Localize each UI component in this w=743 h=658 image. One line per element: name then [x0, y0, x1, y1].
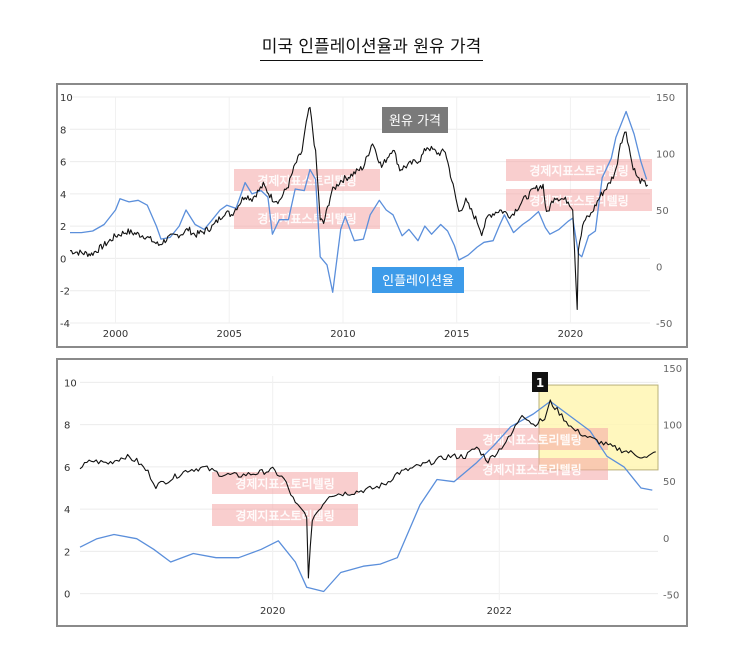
watermark: 경제지표스토리텔링: [506, 159, 652, 181]
y-left-tick-label: 4: [60, 190, 66, 201]
y-left-tick-label: -2: [60, 287, 70, 298]
y-left-tick-label: 4: [64, 505, 70, 516]
y-right-tick-label: 100: [663, 421, 682, 432]
y-right-tick-label: 150: [663, 364, 682, 375]
badge-bg: [532, 372, 548, 392]
inflation-line: [79, 400, 653, 593]
watermark-box: [506, 159, 652, 181]
x-tick-label: 2020: [558, 329, 583, 340]
inflation-label-bg: [372, 267, 464, 293]
watermark: 경제지표스토리텔링: [456, 428, 608, 450]
x-tick-label: 2022: [487, 606, 512, 617]
watermark-text: 경제지표스토리텔링: [235, 476, 334, 491]
y-left-tick-label: 10: [60, 93, 73, 104]
page-title-text: 미국 인플레이션율과 원유 가격: [259, 37, 484, 61]
watermark: 경제지표스토리텔링: [212, 472, 358, 494]
y-left-tick-label: 6: [60, 158, 66, 169]
oil-price-line: [69, 106, 649, 311]
y-left-tick-label: 8: [64, 421, 70, 432]
badge-text: 1: [536, 376, 544, 390]
watermark-box: [212, 472, 358, 494]
y-left-tick-label: 0: [60, 254, 66, 265]
bottom-chart-panel: 10 8 6 4 2 0 150 100 50 0 -50 2020 2022 경제지표스토리텔링 경제지표…: [56, 358, 688, 627]
oil-price-label-text: 원유 가격: [389, 114, 441, 129]
watermark-text: 경제지표스토리텔링: [257, 211, 356, 226]
badge: 1: [532, 372, 548, 392]
y-right-tick-label: 50: [663, 477, 676, 488]
y-right-tick-label: 150: [656, 93, 675, 104]
x-tick-label: 2015: [444, 329, 469, 340]
watermark-text: 경제지표스토리텔링: [482, 432, 581, 447]
y-left-tick-label: -4: [60, 319, 70, 330]
x-tick-label: 2010: [330, 329, 355, 340]
y-right-tick-label: 0: [663, 534, 669, 545]
top-chart: 10 8 6 4 2 0 -2 -4 150 100 50 0 -50 2000 2005 2010 2015 2…: [60, 93, 675, 340]
watermark-text: 경제지표스토리텔링: [235, 508, 334, 523]
watermark: 경제지표스토리텔링: [234, 207, 380, 229]
y-left-tick-label: 8: [60, 125, 66, 136]
y-right-tick-label: -50: [663, 590, 679, 601]
y-right-tick-label: -50: [656, 319, 672, 330]
watermark-box: [212, 504, 358, 526]
x-tick-label: 2020: [260, 606, 285, 617]
inflation-label: 인플레이션율: [372, 267, 464, 293]
y-left-tick-label: 0: [64, 590, 70, 601]
y-right-tick-label: 50: [656, 206, 669, 217]
y-left-tick-label: 6: [64, 463, 70, 474]
inflation-label-text: 인플레이션율: [382, 274, 454, 289]
watermark-text: 경제지표스토리텔링: [482, 462, 581, 477]
watermark: 경제지표스토리텔링: [506, 189, 652, 211]
y-left-tick-label: 10: [64, 378, 77, 389]
watermark-text: 경제지표스토리텔링: [529, 193, 628, 208]
inflation-line: [70, 110, 648, 293]
x-tick-label: 2005: [216, 329, 241, 340]
watermark-box: [506, 189, 652, 211]
page-title: 미국 인플레이션율과 원유 가격: [0, 32, 743, 61]
oil-price-label-bg: [382, 107, 448, 133]
highlight-box: [538, 384, 659, 471]
watermark: 경제지표스토리텔링: [212, 504, 358, 526]
y-left-tick-label: 2: [64, 547, 70, 558]
y-right-tick-label: 100: [656, 150, 675, 161]
oil-price-label: 원유 가격: [382, 107, 448, 133]
y-right-tick-label: 0: [656, 263, 662, 274]
x-tick-label: 2000: [103, 329, 128, 340]
oil-price-line: [79, 399, 656, 579]
watermark: 경제지표스토리텔링: [456, 458, 608, 480]
y-left-tick-label: 2: [60, 222, 66, 233]
watermark-box: [456, 458, 608, 480]
top-chart-panel: 10 8 6 4 2 0 -2 -4 150 100 50 0 -50 2000 2005 2010 2015 2…: [56, 83, 688, 348]
